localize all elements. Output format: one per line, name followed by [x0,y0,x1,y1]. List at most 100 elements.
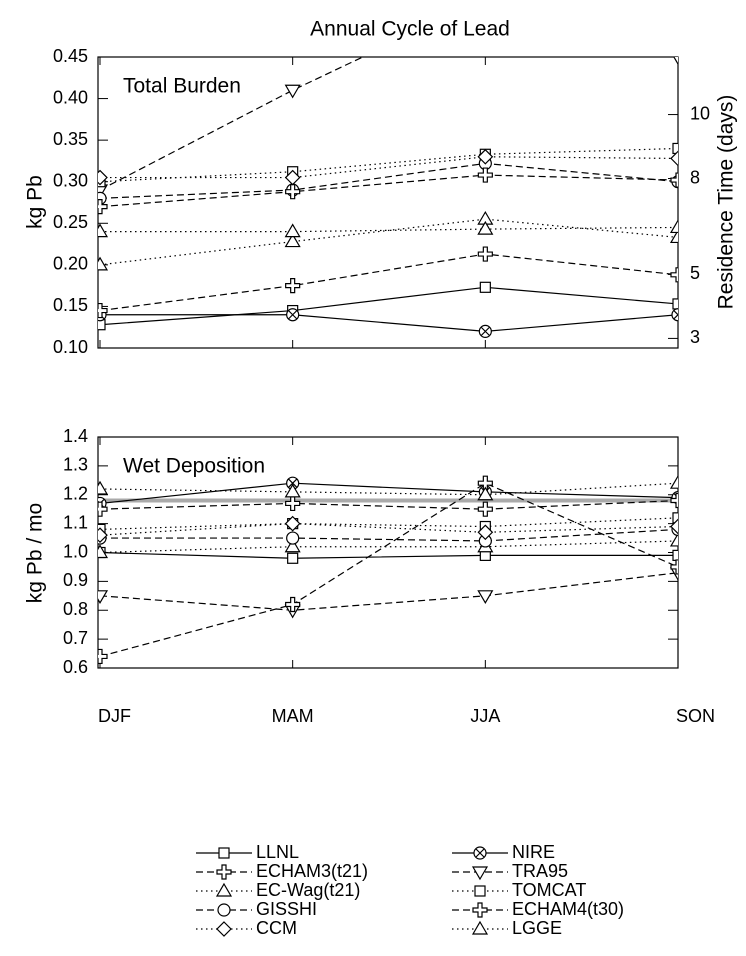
marker-part [475,848,485,858]
legend-label: TRA95 [512,861,568,881]
marker [477,167,493,183]
legend-label: LLNL [256,842,299,862]
marker [672,512,678,524]
legend-marker [216,864,232,880]
y-tick-label: 0.45 [53,46,88,66]
marker [477,486,494,501]
marker [669,532,678,547]
marker [98,590,109,605]
series-line [99,218,678,266]
marker [285,495,301,512]
legend-label: TOMCAT [512,880,586,900]
legend-label: ECHAM3(t21) [256,861,368,881]
panel-annotation: Wet Deposition [123,455,265,478]
marker [671,308,678,322]
marker-part [288,310,298,320]
y-axis-label: kg Pb / mo [24,503,47,603]
y-tick-label: 1.4 [63,426,88,446]
marker [672,142,678,155]
y-tick-label: 0.40 [53,87,88,107]
y-tick-label: 0.7 [63,628,88,648]
marker [286,531,300,545]
legend-marker [473,846,487,860]
marker [98,527,108,544]
y-tick-label: 0.35 [53,129,88,149]
series-line [100,226,678,233]
marker [98,169,108,186]
x-tick-label: SON [676,706,715,726]
legend-label: CCM [256,918,297,938]
marker [670,518,678,535]
y-tick-label: 0.20 [53,254,88,274]
y-tick-label: 1.2 [63,484,88,504]
series-line [99,499,678,510]
marker [284,233,301,248]
marker [285,278,301,294]
marker [669,475,678,489]
y2-tick-label: 8 [690,167,700,187]
series-line [99,482,678,658]
legend-marker [472,902,488,918]
marker-part [480,326,490,336]
marker-part [671,308,678,322]
marker-part [288,478,298,488]
series-line [99,162,678,199]
legend-label: LGGE [512,918,562,938]
y-tick-label: 0.8 [63,599,88,619]
marker [670,150,678,167]
marker [477,246,493,262]
y-tick-label: 0.15 [53,295,88,315]
marker [98,501,108,517]
series-line [99,482,678,496]
marker [98,256,109,271]
marker [98,223,109,238]
marker [672,298,678,310]
legend-marker [474,885,486,897]
series-line [99,551,678,559]
marker [673,57,678,66]
marker [670,172,678,188]
marker [477,524,494,541]
series-line [100,156,678,179]
series-line [99,253,678,312]
marker [477,148,494,165]
plot-area [98,57,678,338]
marker [286,308,300,322]
plot-area [98,475,678,665]
marker [670,559,678,575]
marker [284,483,301,498]
series-line [100,314,678,332]
legend-label: ECHAM4(t30) [512,899,624,919]
marker [670,492,678,509]
legend-marker [216,921,232,937]
legend-marker [471,866,489,881]
legend-marker [217,903,231,917]
marker-part [673,310,678,320]
y2-axis-label: Residence Time (days) [715,95,738,310]
marker [479,281,491,293]
marker [285,596,301,613]
plot-frame [97,56,679,349]
legend-label: NIRE [512,842,555,862]
marker [477,501,493,517]
y-tick-label: 1.3 [63,455,88,475]
legend-marker [215,882,233,897]
marker [284,223,301,238]
marker [477,220,494,235]
marker [284,169,301,186]
legend-label: GISSHI [256,899,317,919]
series-line [99,174,678,208]
marker [284,84,301,99]
chart-title: Annual Cycle of Lead [310,18,510,41]
y2-tick-label: 3 [690,327,700,347]
x-tick-label: JJA [470,706,500,726]
y2-tick-label: 5 [690,263,700,283]
marker [284,515,301,532]
marker [672,549,678,561]
marker [669,229,678,244]
y-tick-label: 0.30 [53,170,88,190]
legend-marker [471,920,489,935]
marker [98,199,108,215]
y-tick-label: 0.6 [63,657,88,677]
